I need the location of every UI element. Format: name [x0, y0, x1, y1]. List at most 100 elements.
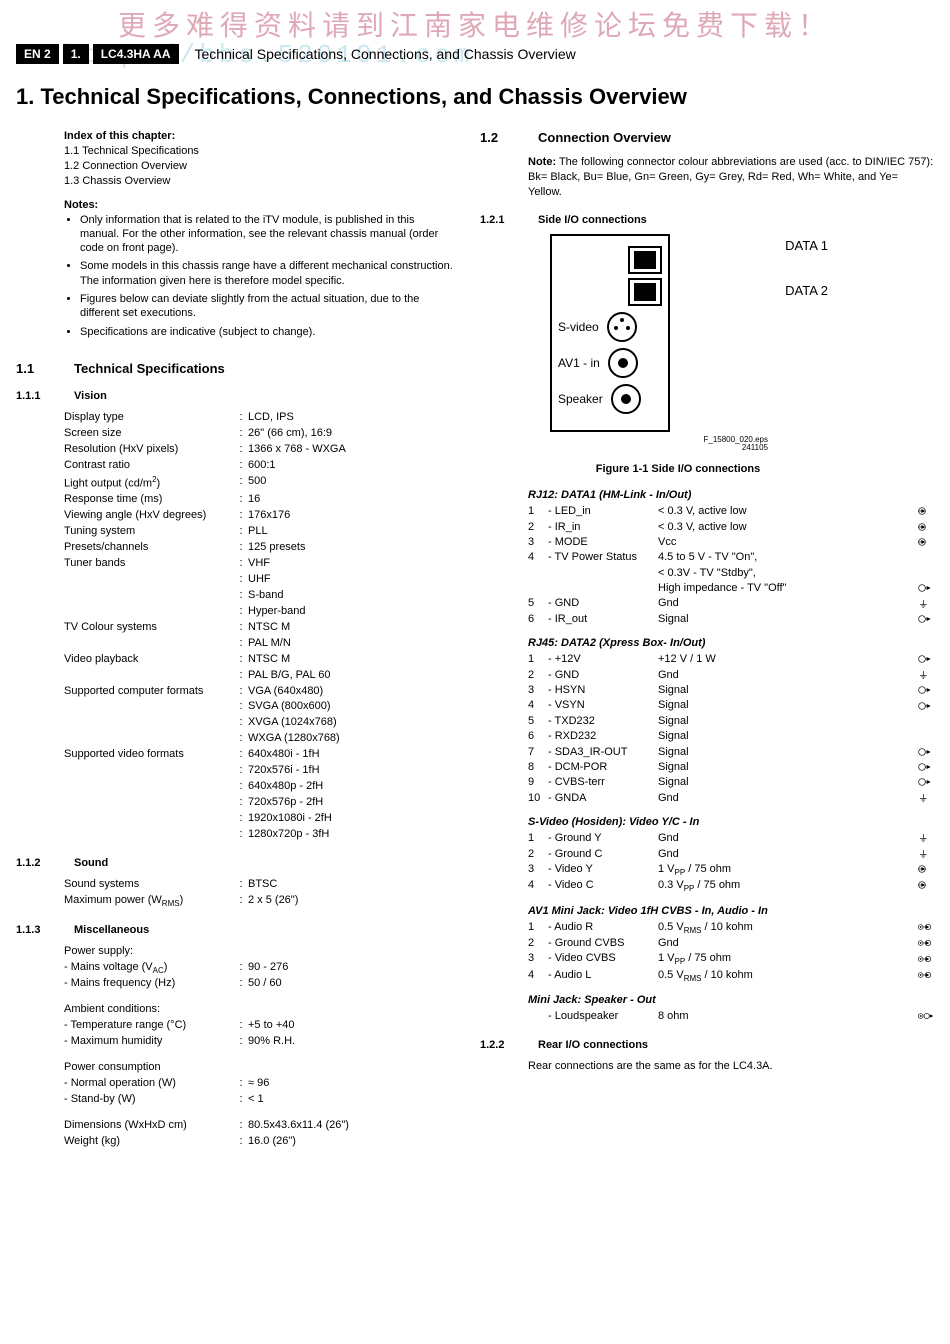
- pin-row: 4- Video C0.3 VPP / 75 ohm: [528, 878, 934, 894]
- spec-line: :PAL B/G, PAL 60: [64, 668, 456, 684]
- pin-row: < 0.3V - TV "Stdby",: [528, 566, 934, 581]
- section-1-1-1: 1.1.1 Vision: [16, 390, 456, 402]
- pin-row: 2- GNDGnd: [528, 668, 934, 683]
- misc-spec-block: Power supply:- Mains voltage (VAC):90 - …: [64, 944, 456, 1150]
- spec-line: Resolution (HxV pixels):1366 x 768 - WXG…: [64, 442, 456, 458]
- cin-icon: [918, 937, 934, 949]
- right-column: 1.2 Connection Overview Note: The follow…: [480, 130, 934, 1150]
- gnd-icon: [918, 848, 934, 860]
- rj45-section: RJ45: DATA2 (Xpress Box- In/Out) 1- +12V…: [528, 637, 934, 806]
- data2-label: DATA 2: [785, 283, 828, 298]
- vision-spec-block: Display type:LCD, IPSScreen size:26" (66…: [64, 410, 456, 843]
- sec-num: 1.2: [480, 130, 520, 145]
- svideo-label: S-video: [558, 320, 599, 334]
- spec-line: - Mains frequency (Hz):50 / 60: [64, 976, 456, 992]
- pin-row: 1- LED_in< 0.3 V, active low: [528, 504, 934, 519]
- pin-row: High impedance - TV "Off": [528, 581, 934, 596]
- spec-line: Ambient conditions:: [64, 1002, 456, 1018]
- sec-title: Connection Overview: [538, 130, 671, 145]
- out-icon: [918, 684, 934, 696]
- pin-row: 10- GNDAGnd: [528, 791, 934, 806]
- section-1-2-2: 1.2.2 Rear I/O connections: [480, 1039, 934, 1051]
- top-en-tag: EN 2: [16, 44, 59, 64]
- sec-num: 1.1: [16, 361, 56, 376]
- pin-row: 4- VSYNSignal: [528, 698, 934, 713]
- connector-note: Note: The following connector colour abb…: [528, 155, 934, 200]
- pin-row: 7- SDA3_IR-OUTSignal: [528, 745, 934, 760]
- spec-line: Response time (ms):16: [64, 492, 456, 508]
- pin-row: 6- IR_outSignal: [528, 612, 934, 627]
- pin-row: 2- Ground CGnd: [528, 847, 934, 862]
- page-title: 1. Technical Specifications, Connections…: [16, 84, 950, 110]
- note-item: Some models in this chassis range have a…: [80, 259, 456, 288]
- spec-line: Power consumption: [64, 1060, 456, 1076]
- index-list: 1.1 Technical Specifications 1.2 Connect…: [64, 144, 456, 189]
- section-1-1-3: 1.1.3 Miscellaneous: [16, 924, 456, 936]
- spec-line: - Normal operation (W):≈ 96: [64, 1076, 456, 1092]
- sub-title: Vision: [74, 390, 107, 402]
- spec-line: Supported video formats:640x480i - 1fH: [64, 747, 456, 763]
- left-column: Index of this chapter: 1.1 Technical Spe…: [16, 130, 456, 1150]
- index-item: 1.1 Technical Specifications: [64, 144, 456, 159]
- pin-row: 1- Ground YGnd: [528, 831, 934, 846]
- av1-section: AV1 Mini Jack: Video 1fH CVBS - In, Audi…: [528, 905, 934, 985]
- pin-row: 3- MODEVcc: [528, 535, 934, 550]
- top-bar: EN 2 1. LC4.3HA AA Technical Specificati…: [0, 0, 950, 68]
- section-1-2: 1.2 Connection Overview: [480, 130, 934, 145]
- pin-row: 1- Audio R0.5 VRMS / 10 kohm: [528, 920, 934, 936]
- top-title: Technical Specifications, Connections, a…: [195, 46, 576, 62]
- sub-num: 1.2.2: [480, 1039, 520, 1051]
- in-icon: [918, 863, 934, 875]
- spec-line: Sound systems:BTSC: [64, 877, 456, 893]
- spec-line: - Temperature range (°C):+5 to +40: [64, 1018, 456, 1034]
- spec-line: Maximum power (WRMS):2 x 5 (26"): [64, 893, 456, 910]
- spec-line: - Mains voltage (VAC):90 - 276: [64, 960, 456, 977]
- note-item: Figures below can deviate slightly from …: [80, 292, 456, 321]
- index-item: 1.3 Chassis Overview: [64, 174, 456, 189]
- out-icon: [918, 746, 934, 758]
- spec-line: Screen size:26" (66 cm), 16:9: [64, 426, 456, 442]
- spec-line: Supported computer formats:VGA (640x480): [64, 684, 456, 700]
- sub-title: Rear I/O connections: [538, 1039, 648, 1051]
- notes-head: Notes:: [64, 199, 456, 211]
- out-icon: [918, 761, 934, 773]
- figure-caption: Figure 1-1 Side I/O connections: [528, 463, 828, 475]
- spec-line: :640x480p - 2fH: [64, 779, 456, 795]
- notes-list: Only information that is related to the …: [64, 213, 456, 339]
- in-icon: [918, 879, 934, 891]
- side-io-figure: S-video AV1 - in Speaker DATA 1 DATA 2 F…: [528, 234, 828, 476]
- sound-spec-block: Sound systems:BTSCMaximum power (WRMS):2…: [64, 877, 456, 910]
- cout-icon: [918, 1010, 934, 1022]
- gnd-icon: [918, 832, 934, 844]
- pin-row: 3- HSYNSignal: [528, 683, 934, 698]
- section-1-1-2: 1.1.2 Sound: [16, 857, 456, 869]
- pin-row: 2- Ground CVBSGnd: [528, 936, 934, 951]
- spec-line: Power supply:: [64, 944, 456, 960]
- speaker-title: Mini Jack: Speaker - Out: [528, 994, 934, 1006]
- spec-line: Tuning system:PLL: [64, 524, 456, 540]
- rj12-section: RJ12: DATA1 (HM-Link - In/Out) 1- LED_in…: [528, 489, 934, 627]
- rear-io-note: Rear connections are the same as for the…: [528, 1059, 934, 1074]
- pin-row: 5- TXD232Signal: [528, 714, 934, 729]
- cin-icon: [918, 953, 934, 965]
- in-icon: [918, 536, 934, 548]
- sub-num: 1.2.1: [480, 214, 520, 226]
- pin-row: 9- CVBS-terrSignal: [528, 775, 934, 790]
- gnd-icon: [918, 669, 934, 681]
- in-icon: [918, 521, 934, 533]
- data1-connector-icon: [628, 246, 662, 274]
- sub-num: 1.1.1: [16, 390, 56, 402]
- pin-row: 5- GNDGnd: [528, 596, 934, 611]
- out-icon: [918, 582, 934, 594]
- speaker-label: Speaker: [558, 392, 603, 406]
- index-head: Index of this chapter:: [64, 130, 456, 142]
- spec-line: Display type:LCD, IPS: [64, 410, 456, 426]
- speaker-section: Mini Jack: Speaker - Out - Loudspeaker8 …: [528, 994, 934, 1024]
- out-icon: [918, 776, 934, 788]
- spec-line: Presets/channels:125 presets: [64, 540, 456, 556]
- io-box: S-video AV1 - in Speaker: [550, 234, 670, 432]
- section-1-1: 1.1 Technical Specifications: [16, 361, 456, 376]
- pin-row: - Loudspeaker8 ohm: [528, 1009, 934, 1024]
- spec-line: - Maximum humidity:90% R.H.: [64, 1034, 456, 1050]
- figure-filename: F_15800_020.eps241105: [528, 436, 768, 454]
